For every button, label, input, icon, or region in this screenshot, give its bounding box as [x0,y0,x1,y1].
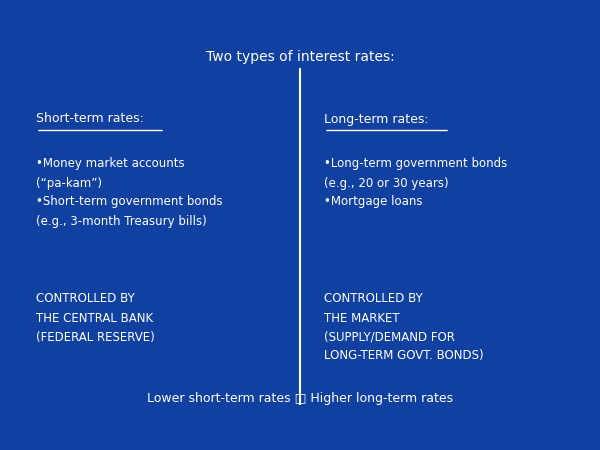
Text: CONTROLLED BY
THE CENTRAL BANK
(FEDERAL RESERVE): CONTROLLED BY THE CENTRAL BANK (FEDERAL … [36,292,155,343]
Text: Short-term rates:: Short-term rates: [36,112,144,126]
Text: Long-term rates:: Long-term rates: [324,112,428,126]
Text: •Money market accounts
(“pa-kam”)
•Short-term government bonds
(e.g., 3-month Tr: •Money market accounts (“pa-kam”) •Short… [36,158,223,228]
Text: •Long-term government bonds
(e.g., 20 or 30 years)
•Mortgage loans: •Long-term government bonds (e.g., 20 or… [324,158,507,208]
Text: Two types of interest rates:: Two types of interest rates: [206,50,394,63]
Text: CONTROLLED BY
THE MARKET
(SUPPLY/DEMAND FOR
LONG-TERM GOVT. BONDS): CONTROLLED BY THE MARKET (SUPPLY/DEMAND … [324,292,484,363]
Text: Lower short-term rates □ Higher long-term rates: Lower short-term rates □ Higher long-ter… [147,392,453,405]
